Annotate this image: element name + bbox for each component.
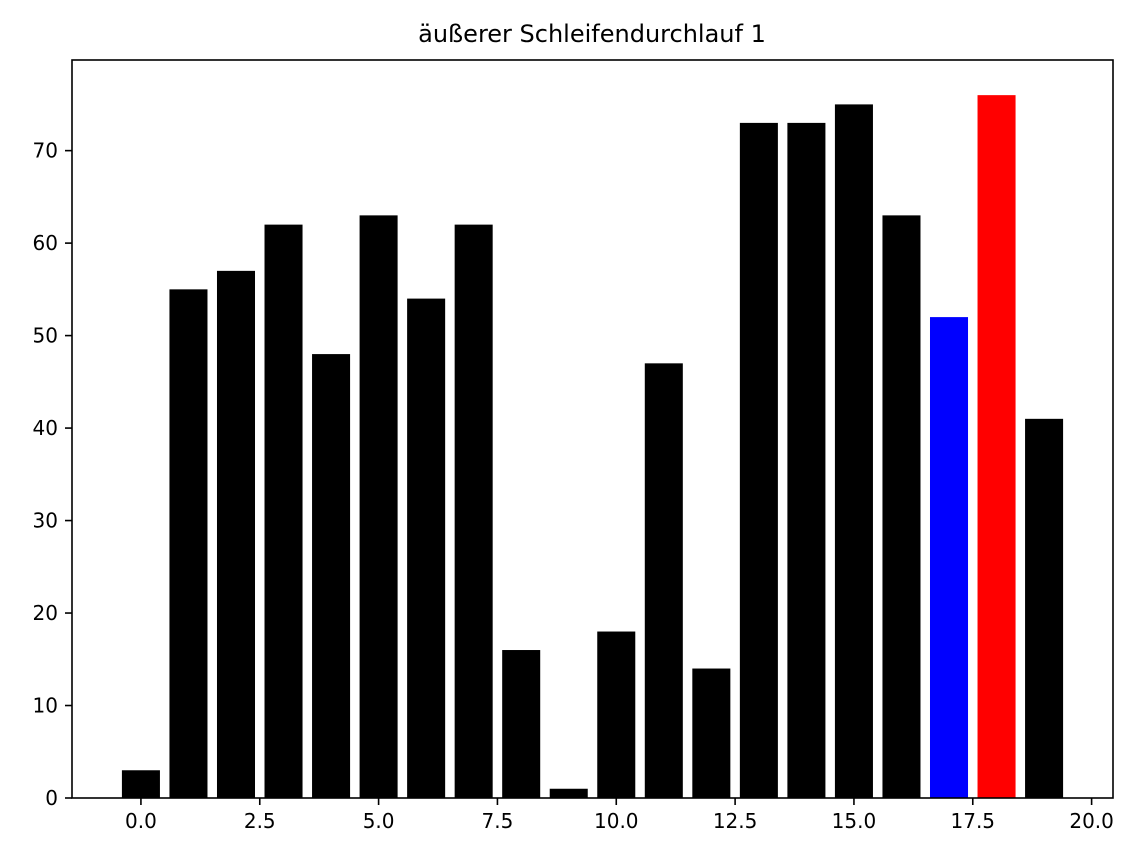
y-tick-label-5: 50 — [33, 324, 58, 348]
bar-3 — [264, 224, 303, 798]
x-tick-label-2: 5.0 — [363, 809, 395, 833]
bar-14 — [787, 122, 826, 798]
bar-1 — [169, 289, 208, 798]
x-axis: 0.0 2.5 5.0 7.5 10.0 12.5 15.0 17.5 20.0 — [125, 798, 1114, 833]
y-tick-label-1: 10 — [33, 694, 58, 718]
chart-title: äußerer Schleifendurchlauf 1 — [418, 20, 766, 48]
y-axis: 0 10 20 30 40 50 60 70 — [33, 139, 72, 810]
y-tick-label-6: 60 — [33, 231, 58, 255]
bar-10 — [597, 631, 636, 798]
bar-15 — [834, 104, 873, 798]
bar-6 — [407, 298, 446, 798]
bar-9 — [549, 788, 588, 798]
y-tick-label-2: 20 — [33, 601, 58, 625]
x-tick-label-0: 0.0 — [125, 809, 157, 833]
bar-8 — [502, 650, 541, 798]
bar-2 — [216, 270, 256, 798]
bar-5 — [359, 215, 398, 798]
bar-4 — [312, 354, 351, 798]
bar-12 — [692, 668, 731, 798]
bar-17 — [929, 317, 969, 798]
x-tick-label-3: 7.5 — [482, 809, 514, 833]
y-tick-label-3: 30 — [33, 509, 58, 533]
bar-11 — [644, 363, 683, 798]
x-tick-label-6: 15.0 — [832, 809, 877, 833]
plot-frame — [71, 59, 1114, 799]
bar-13 — [739, 122, 778, 798]
bar-16 — [882, 215, 921, 798]
bars-group — [121, 95, 1064, 798]
x-tick-label-7: 17.5 — [951, 809, 996, 833]
bar-0 — [121, 770, 160, 798]
bar-7 — [454, 224, 493, 798]
bar-19 — [1025, 418, 1064, 798]
x-tick-label-4: 10.0 — [594, 809, 639, 833]
y-tick-label-0: 0 — [45, 786, 58, 810]
x-tick-label-8: 20.0 — [1069, 809, 1114, 833]
y-tick-label-7: 70 — [33, 139, 58, 163]
x-tick-label-1: 2.5 — [244, 809, 276, 833]
bar-18 — [977, 95, 1016, 798]
y-tick-label-4: 40 — [33, 416, 58, 440]
x-tick-label-5: 12.5 — [713, 809, 758, 833]
